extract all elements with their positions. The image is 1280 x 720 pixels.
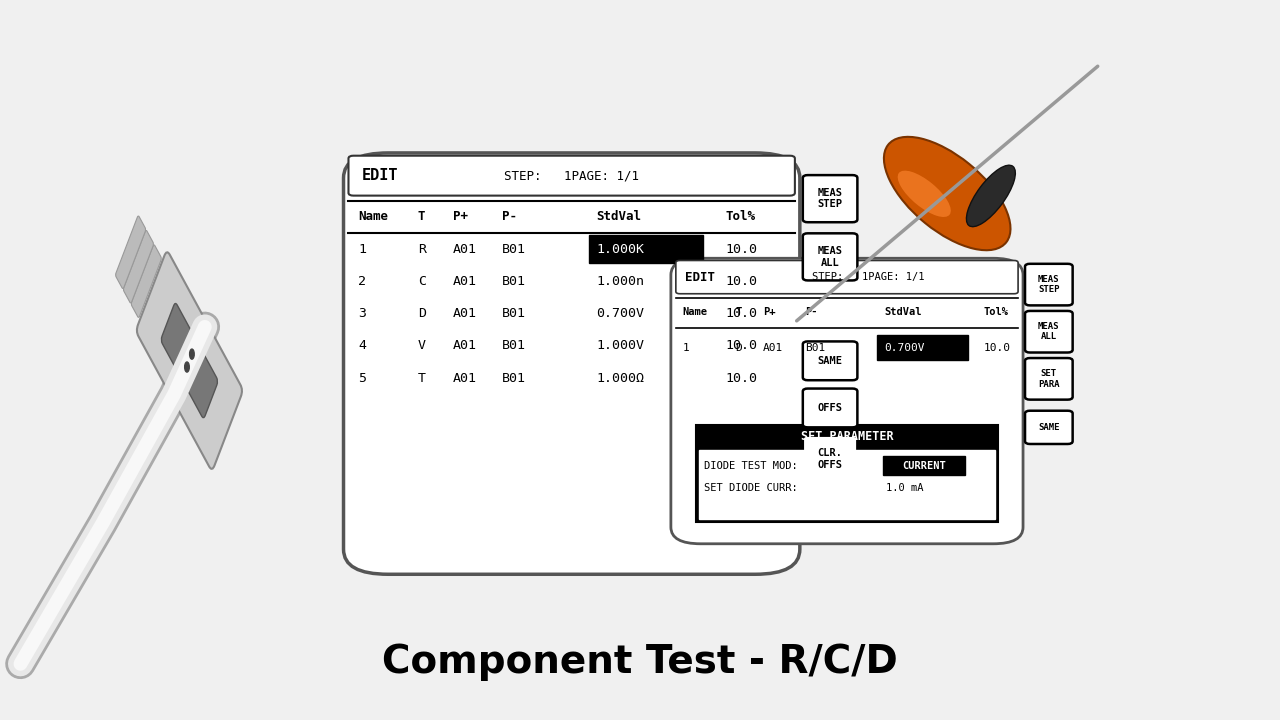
- FancyBboxPatch shape: [132, 245, 161, 318]
- Text: B01: B01: [502, 243, 526, 256]
- Text: Name: Name: [682, 307, 708, 317]
- FancyBboxPatch shape: [137, 252, 242, 469]
- FancyBboxPatch shape: [589, 235, 703, 264]
- FancyBboxPatch shape: [883, 456, 965, 474]
- Circle shape: [184, 362, 189, 372]
- Text: 10.0: 10.0: [726, 339, 758, 353]
- Text: SET
PARA: SET PARA: [1038, 369, 1060, 389]
- Text: A01: A01: [453, 372, 476, 384]
- Text: P+: P+: [453, 210, 467, 222]
- Text: R: R: [417, 243, 426, 256]
- Text: OFFS: OFFS: [818, 403, 842, 413]
- Text: SET PARAMETER: SET PARAMETER: [801, 430, 893, 443]
- Text: T: T: [417, 210, 425, 222]
- FancyBboxPatch shape: [803, 175, 858, 222]
- Text: 2: 2: [358, 275, 366, 288]
- Text: CLR.
OFFS: CLR. OFFS: [818, 449, 842, 470]
- Text: EDIT: EDIT: [361, 168, 398, 183]
- Text: A01: A01: [453, 339, 476, 353]
- Text: Name: Name: [358, 210, 388, 222]
- Text: Tol%: Tol%: [983, 307, 1009, 317]
- Text: 1.0 mA: 1.0 mA: [886, 483, 924, 492]
- FancyBboxPatch shape: [676, 261, 1018, 294]
- Text: C: C: [417, 275, 426, 288]
- Text: 1: 1: [682, 343, 690, 353]
- Text: 0.700V: 0.700V: [884, 343, 924, 353]
- Text: 10.0: 10.0: [983, 343, 1010, 353]
- Text: P-: P-: [502, 210, 517, 222]
- Text: B01: B01: [502, 372, 526, 384]
- Text: SAME: SAME: [1038, 423, 1060, 432]
- FancyBboxPatch shape: [123, 230, 154, 303]
- FancyBboxPatch shape: [348, 156, 795, 196]
- Text: EDIT: EDIT: [685, 271, 714, 284]
- FancyBboxPatch shape: [115, 216, 146, 289]
- Text: 4: 4: [358, 339, 366, 353]
- Text: 5: 5: [358, 372, 366, 384]
- Text: STEP:   1PAGE: 1/1: STEP: 1PAGE: 1/1: [504, 169, 639, 182]
- FancyBboxPatch shape: [699, 450, 996, 519]
- FancyBboxPatch shape: [803, 233, 858, 280]
- Text: P-: P-: [805, 307, 818, 317]
- Circle shape: [189, 349, 195, 359]
- Text: Component Test - R/C/D: Component Test - R/C/D: [383, 644, 897, 681]
- Text: MEAS
ALL: MEAS ALL: [1038, 322, 1060, 341]
- Ellipse shape: [884, 137, 1010, 251]
- Text: CURRENT: CURRENT: [902, 461, 946, 471]
- FancyBboxPatch shape: [803, 436, 858, 483]
- Text: A01: A01: [763, 343, 783, 353]
- FancyBboxPatch shape: [1025, 311, 1073, 353]
- FancyBboxPatch shape: [877, 335, 969, 360]
- FancyBboxPatch shape: [671, 258, 1023, 544]
- FancyBboxPatch shape: [696, 425, 998, 521]
- Text: 1.000n: 1.000n: [596, 275, 645, 288]
- Text: StdVal: StdVal: [596, 210, 641, 222]
- Text: 10.0: 10.0: [726, 372, 758, 384]
- Text: T: T: [417, 372, 426, 384]
- Text: D: D: [417, 307, 426, 320]
- Text: P+: P+: [763, 307, 776, 317]
- Text: 1.000Ω: 1.000Ω: [596, 372, 645, 384]
- Text: D: D: [736, 343, 742, 353]
- Text: SET DIODE CURR:: SET DIODE CURR:: [704, 483, 797, 492]
- FancyBboxPatch shape: [803, 389, 858, 428]
- Text: 10.0: 10.0: [726, 275, 758, 288]
- Text: 1.000K: 1.000K: [596, 243, 645, 256]
- Text: DIODE TEST MOD:: DIODE TEST MOD:: [704, 461, 797, 471]
- Text: 1.000V: 1.000V: [596, 339, 645, 353]
- Text: B01: B01: [805, 343, 826, 353]
- Text: MEAS
ALL: MEAS ALL: [818, 246, 842, 268]
- Text: StdVal: StdVal: [884, 307, 922, 317]
- Text: 10.0: 10.0: [726, 243, 758, 256]
- FancyBboxPatch shape: [343, 153, 800, 575]
- FancyBboxPatch shape: [803, 341, 858, 380]
- Ellipse shape: [966, 165, 1015, 227]
- Text: Tol%: Tol%: [726, 210, 755, 222]
- Text: 10.0: 10.0: [726, 307, 758, 320]
- FancyBboxPatch shape: [1025, 410, 1073, 444]
- Ellipse shape: [897, 171, 951, 217]
- Text: MEAS
STEP: MEAS STEP: [818, 188, 842, 210]
- Text: MEAS
STEP: MEAS STEP: [1038, 275, 1060, 294]
- FancyBboxPatch shape: [161, 303, 218, 418]
- Text: 0.700V: 0.700V: [596, 307, 645, 320]
- Text: B01: B01: [502, 307, 526, 320]
- FancyBboxPatch shape: [1025, 264, 1073, 305]
- Text: A01: A01: [453, 275, 476, 288]
- Text: A01: A01: [453, 243, 476, 256]
- Text: SAME: SAME: [818, 356, 842, 366]
- Text: V: V: [417, 339, 426, 353]
- Text: 1: 1: [358, 243, 366, 256]
- Text: A01: A01: [453, 307, 476, 320]
- Text: 3: 3: [358, 307, 366, 320]
- FancyBboxPatch shape: [1025, 358, 1073, 400]
- Text: B01: B01: [502, 339, 526, 353]
- Text: B01: B01: [502, 275, 526, 288]
- Text: STEP:   1PAGE: 1/1: STEP: 1PAGE: 1/1: [812, 272, 924, 282]
- Text: T: T: [736, 307, 741, 317]
